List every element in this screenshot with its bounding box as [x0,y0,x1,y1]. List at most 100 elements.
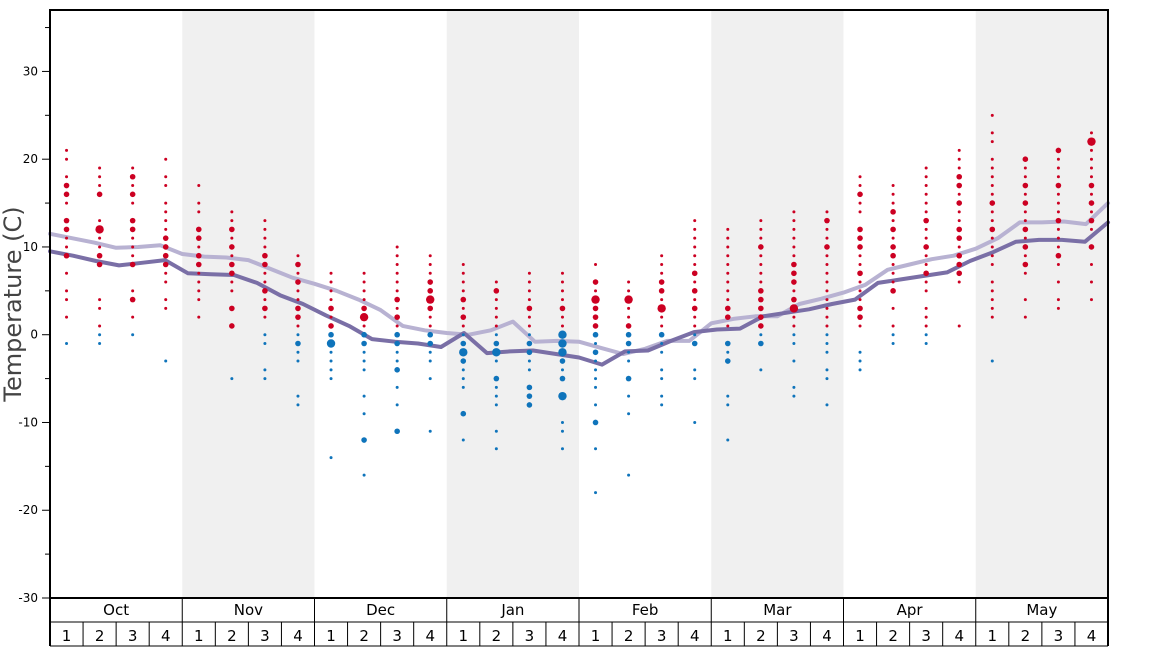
warm-point [262,305,268,312]
warm-point [395,289,399,293]
cold-point [329,368,333,372]
warm-point [660,263,664,267]
warm-point [758,288,764,294]
warm-point [824,244,830,250]
cold-point [263,341,267,345]
week-label: 3 [392,627,402,645]
warm-point [395,324,399,328]
warm-point [296,271,300,275]
warm-point [924,289,928,293]
warm-point [98,236,102,240]
cold-point [825,341,829,345]
warm-point [230,289,234,293]
cold-point [428,377,432,381]
warm-point [461,263,465,267]
cold-point [693,333,697,337]
y-tick-label: 0 [30,328,38,342]
warm-point [825,280,829,284]
warm-point [825,315,829,319]
week-label: 2 [492,627,502,645]
cold-point [693,377,697,381]
warm-point [592,305,599,312]
cold-point [394,340,400,347]
warm-point [1022,182,1029,189]
cold-point [627,412,631,416]
month-band [975,10,1108,598]
warm-point [328,323,334,329]
warm-point [162,244,169,250]
warm-point [362,271,366,275]
warm-point [197,315,201,319]
cold-point [494,359,498,363]
warm-point [361,305,367,312]
warm-point [328,305,334,312]
warm-point [990,184,994,188]
week-label: 3 [657,627,667,645]
warm-point [362,289,366,293]
y-tick-label: -10 [18,415,38,429]
trend-lines [48,201,1110,367]
cold-point [726,394,730,398]
cold-point [326,339,336,348]
warm-point [990,236,994,240]
cold-point [361,340,367,347]
warm-point [263,280,267,284]
cold-point [263,368,267,372]
warm-point [560,324,564,328]
warm-point [427,279,434,285]
warm-point [990,254,994,258]
warm-point [759,227,763,231]
warm-point [1089,227,1093,231]
warm-point [924,324,928,328]
warm-point [362,324,366,328]
warm-point [262,252,268,259]
warm-point [956,182,963,189]
warm-point [660,271,664,275]
warm-point [1056,280,1060,284]
warm-point [63,191,70,198]
cold-point [296,403,300,407]
warm-point [395,254,399,258]
cold-point [461,377,465,381]
warm-point [858,210,862,214]
week-label: 4 [690,627,700,645]
warm-point [726,263,730,267]
week-label: 4 [822,627,832,645]
month-label: Apr [897,601,924,619]
warm-point [891,236,895,240]
warm-point [693,324,697,328]
month-band [711,10,844,598]
warm-point [989,200,996,206]
warm-point [693,315,697,319]
warm-point [923,244,929,250]
warm-point [197,289,201,293]
warm-point [627,289,631,293]
warm-point [724,314,731,320]
warm-point [825,306,829,310]
warm-point [891,263,895,267]
warm-point [990,219,994,223]
warm-point [857,270,863,277]
warm-point [129,217,136,224]
warm-point [726,289,730,293]
warm-point [428,263,432,267]
warm-point [858,280,862,284]
warm-point [263,236,267,240]
warm-point [691,305,698,312]
week-label: 4 [558,627,568,645]
warm-point [825,289,829,293]
warm-point [329,271,333,275]
cold-point [558,391,567,401]
warm-point [989,226,996,233]
warm-point [890,209,896,215]
warm-point [957,245,961,249]
cold-point [427,331,434,338]
warm-point [162,261,169,268]
warm-point [229,261,235,268]
warm-point [891,280,895,284]
warm-point [229,270,235,277]
warm-point [1056,263,1060,267]
week-label: 4 [1087,627,1097,645]
cold-point [427,340,434,347]
warm-point [262,261,268,268]
